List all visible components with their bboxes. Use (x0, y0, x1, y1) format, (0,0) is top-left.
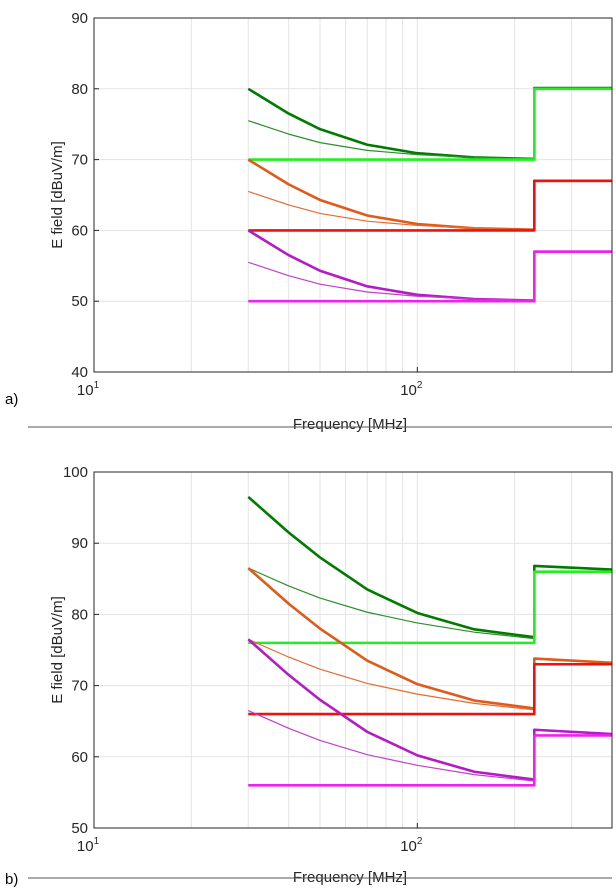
y-tick-label: 40 (71, 364, 88, 381)
y-tick-label: 80 (71, 606, 88, 623)
y-axis-label: E field [dBuV/m] (49, 141, 66, 249)
series-line-5 (248, 190, 535, 231)
y-tick-label: 70 (71, 152, 88, 169)
panel-label: b) (5, 871, 18, 888)
y-axis-label: E field [dBuV/m] (49, 596, 66, 704)
y-tick-label: 60 (71, 222, 88, 239)
plot-area (94, 18, 612, 372)
series-line-9 (248, 250, 612, 303)
series-line-6 (248, 179, 612, 232)
x-tick-label: 102 (400, 836, 423, 855)
series-line-5 (248, 638, 535, 711)
series-line-9 (248, 734, 612, 787)
y-tick-label: 80 (71, 81, 88, 98)
series-line-3 (248, 570, 612, 645)
x-axis-label: Frequency [MHz] (293, 416, 407, 433)
y-tick-label: 100 (63, 464, 88, 481)
y-tick-label: 50 (71, 293, 88, 310)
x-tick-label: 101 (77, 380, 100, 399)
x-tick-label: 101 (77, 836, 100, 855)
axes-box (93, 471, 613, 829)
y-tick-label: 90 (71, 10, 88, 27)
chart-panel-a: 40 50 60 70 80 90 101 102 Frequency [MHz] E field… (5, 10, 613, 433)
y-tick-label: 50 (71, 820, 88, 837)
series-line-3 (248, 87, 612, 161)
series-line-8 (248, 709, 535, 782)
y-tick-label: 70 (71, 678, 88, 695)
x-tick-label: 102 (400, 380, 423, 399)
series-line-6 (248, 662, 612, 716)
axes-box (93, 17, 613, 373)
y-tick-label: 60 (71, 749, 88, 766)
series-line-8 (248, 261, 535, 302)
y-tick-label: 90 (71, 535, 88, 552)
panel-label: a) (5, 391, 18, 408)
series-line-2 (248, 120, 535, 160)
series-line-2 (248, 567, 535, 640)
